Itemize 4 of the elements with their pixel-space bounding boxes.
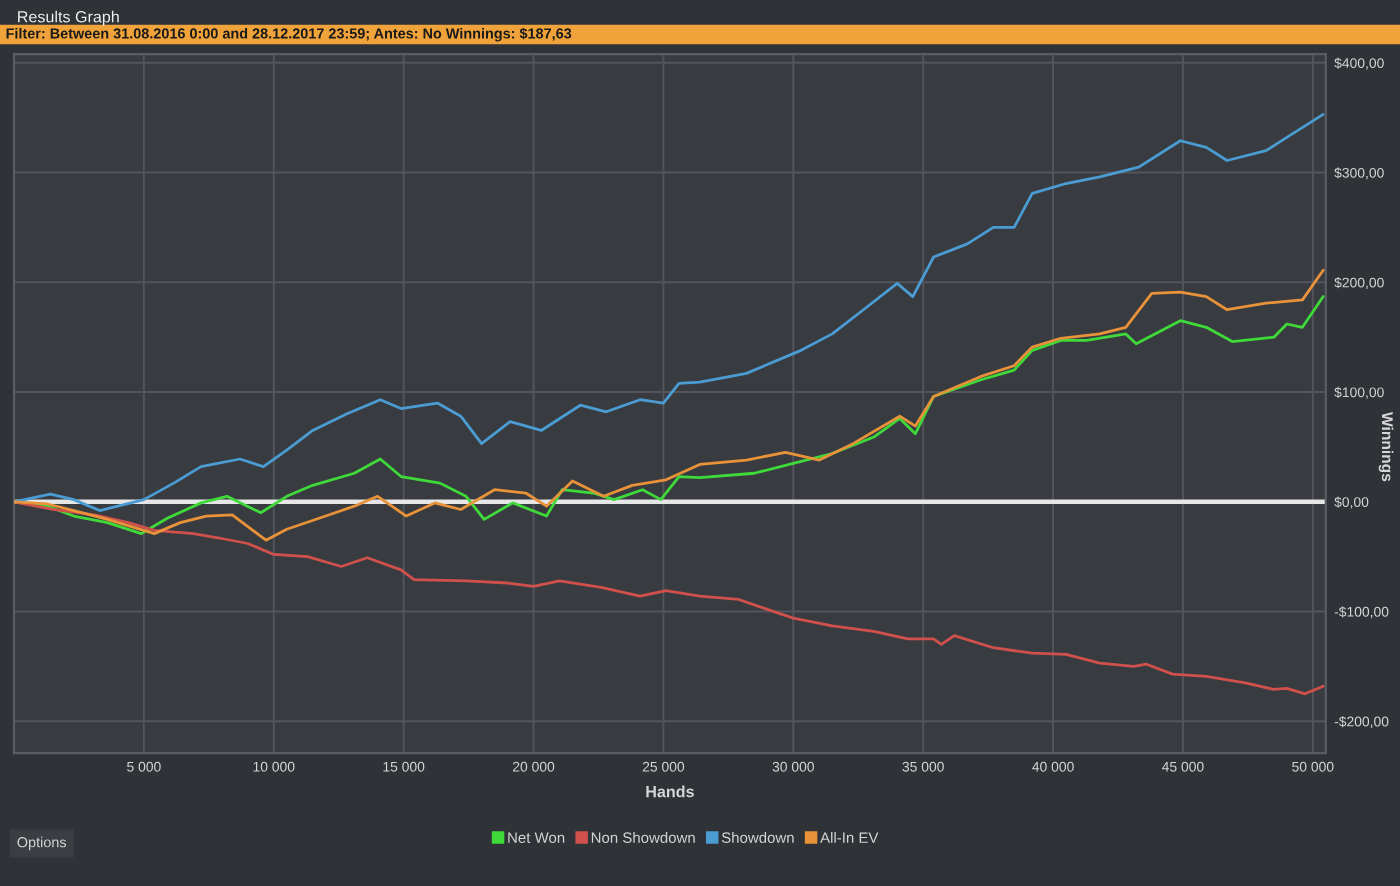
- x-axis-title: Hands: [646, 785, 694, 798]
- line-series: [14, 113, 1325, 512]
- line-series: [14, 500, 1325, 696]
- chart-title: Results Graph: [18, 10, 119, 26]
